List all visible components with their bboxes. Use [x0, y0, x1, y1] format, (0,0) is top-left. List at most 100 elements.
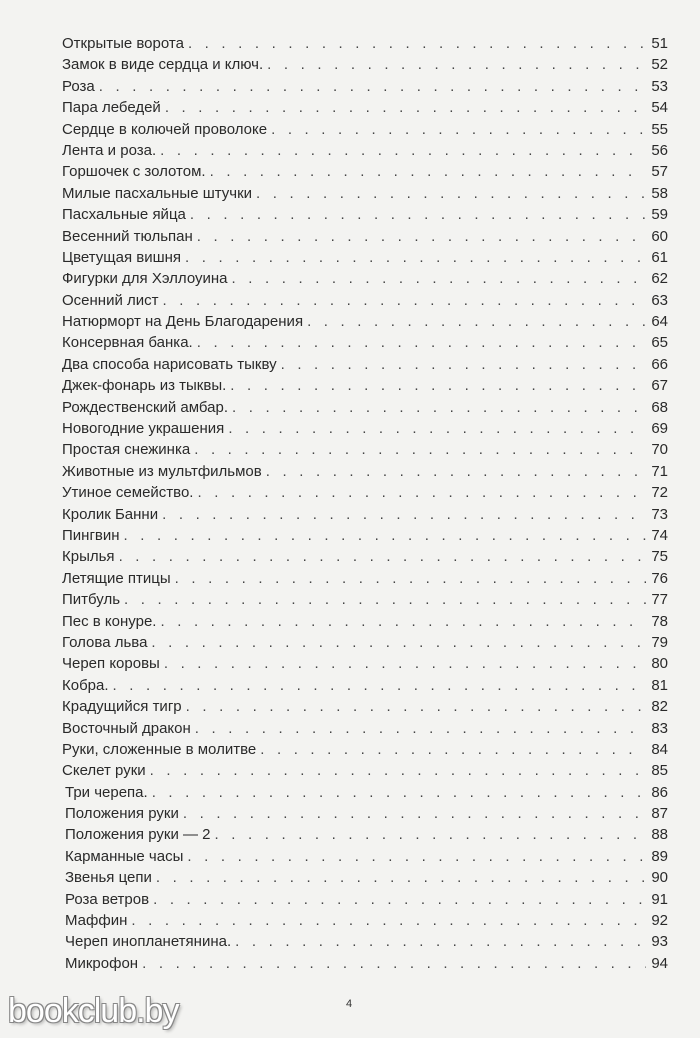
- entry-title: Осенний лист: [62, 291, 159, 309]
- entry-title: Весенний тюльпан: [62, 227, 193, 245]
- toc-entry: Простая снежинка 70: [62, 439, 668, 460]
- dot-leader: [175, 568, 646, 589]
- dot-leader: [197, 332, 646, 353]
- entry-page: 86: [651, 783, 668, 801]
- dot-leader: [187, 846, 646, 867]
- dot-leader: [160, 140, 646, 161]
- entry-title: Животные из мультфильмов: [62, 462, 262, 480]
- toc-entry: Утиное семейство. 72: [62, 482, 668, 503]
- toc-entry: Пасхальные яйца 59: [62, 204, 668, 225]
- entry-page: 63: [651, 291, 668, 309]
- entry-title: Крылья: [62, 548, 115, 566]
- toc-entry: Крадущийся тигр 82: [62, 696, 668, 717]
- toc-entry: Весенний тюльпан 60: [62, 226, 668, 247]
- entry-title: Звенья цепи: [65, 869, 152, 887]
- entry-title: Кролик Банни: [62, 505, 159, 523]
- entry-title: Рождественский амбар.: [62, 398, 229, 416]
- toc-entry: Милые пасхальные штучки 58: [62, 183, 668, 204]
- toc-entry: Новогодние украшения 69: [62, 418, 668, 439]
- dot-leader: [99, 76, 646, 97]
- dot-leader: [267, 54, 646, 75]
- entry-title: Руки, сложенные в молитве: [62, 740, 257, 758]
- toc-entry: Замок в виде сердца и ключ. 52: [62, 54, 668, 75]
- dot-leader: [271, 119, 646, 140]
- toc-entry: Пара лебедей 54: [62, 97, 668, 118]
- entry-title: Натюрморт на День Благодарения: [62, 313, 304, 331]
- toc-entry: Карманные часы 89: [62, 846, 668, 867]
- dot-leader: [113, 675, 646, 696]
- dot-leader: [142, 953, 646, 974]
- entry-title: Роза: [62, 77, 95, 95]
- entry-page: 55: [651, 120, 668, 138]
- toc-entry: Голова льва 79: [62, 632, 668, 653]
- entry-page: 70: [651, 441, 668, 459]
- toc-entry: Череп инопланетянина. 93: [62, 931, 668, 952]
- watermark-logo: bookclub.by: [8, 992, 179, 1030]
- dot-leader: [194, 439, 646, 460]
- entry-title: Карманные часы: [65, 847, 184, 865]
- entry-page: 68: [651, 398, 668, 416]
- toc-entry: Летящие птицы 76: [62, 568, 668, 589]
- entry-title: Пес в конуре.: [62, 612, 157, 630]
- dot-leader: [185, 247, 646, 268]
- entry-page: 82: [651, 698, 668, 716]
- entry-page: 65: [651, 334, 668, 352]
- entry-title: Лента и роза.: [62, 141, 157, 159]
- toc-entry: Три черепа. 86: [62, 782, 668, 803]
- entry-title: Маффин: [65, 912, 128, 930]
- entry-page: 73: [651, 505, 668, 523]
- entry-page: 71: [651, 462, 668, 480]
- entry-page: 81: [651, 676, 668, 694]
- dot-leader: [124, 525, 646, 546]
- entry-page: 67: [651, 377, 668, 395]
- dot-leader: [160, 611, 646, 632]
- entry-page: 69: [651, 420, 668, 438]
- dot-leader: [165, 97, 646, 118]
- dot-leader: [281, 354, 646, 375]
- dot-leader: [163, 290, 646, 311]
- dot-leader: [151, 632, 646, 653]
- dot-leader: [266, 461, 646, 482]
- entry-page: 59: [651, 206, 668, 224]
- entry-title: Джек-фонарь из тыквы.: [62, 377, 227, 395]
- entry-page: 52: [651, 56, 668, 74]
- toc-entry: Натюрморт на День Благодарения 64: [62, 311, 668, 332]
- entry-title: Консервная банка.: [62, 334, 193, 352]
- entry-title: Положения руки: [65, 805, 179, 823]
- dot-leader: [256, 183, 646, 204]
- entry-page: 56: [651, 141, 668, 159]
- entry-title: Горшочек с золотом.: [62, 163, 206, 181]
- dot-leader: [235, 931, 646, 952]
- dot-leader: [215, 824, 646, 845]
- toc-entry: Пингвин 74: [62, 525, 668, 546]
- entry-page: 60: [651, 227, 668, 245]
- entry-title: Простая снежинка: [62, 441, 191, 459]
- entry-title: Три черепа.: [65, 783, 148, 801]
- toc-entry: Открытые ворота 51: [62, 33, 668, 54]
- toc-entry: Лента и роза. 56: [62, 140, 668, 161]
- entry-page: 74: [651, 526, 668, 544]
- toc-entry: Кобра. 81: [62, 675, 668, 696]
- toc-entry: Роза ветров 91: [62, 889, 668, 910]
- toc-entry: Цветущая вишня 61: [62, 247, 668, 268]
- dot-leader: [188, 33, 646, 54]
- dot-leader: [260, 739, 646, 760]
- toc-entry: Кролик Банни 73: [62, 504, 668, 525]
- entry-title: Пасхальные яйца: [62, 206, 186, 224]
- entry-page: 94: [651, 954, 668, 972]
- entry-page: 85: [651, 762, 668, 780]
- entry-title: Крадущийся тигр: [62, 698, 182, 716]
- dot-leader: [197, 482, 646, 503]
- entry-title: Питбуль: [62, 591, 121, 609]
- dot-leader: [307, 311, 646, 332]
- entry-page: 92: [651, 912, 668, 930]
- entry-title: Череп коровы: [62, 655, 160, 673]
- toc-entry: Сердце в колючей проволоке 55: [62, 119, 668, 140]
- entry-title: Летящие птицы: [62, 569, 171, 587]
- dot-leader: [230, 375, 646, 396]
- entry-title: Два способа нарисовать тыкву: [62, 355, 277, 373]
- entry-page: 88: [651, 826, 668, 844]
- toc-entry: Маффин 92: [62, 910, 668, 931]
- dot-leader: [152, 782, 646, 803]
- entry-page: 89: [651, 847, 668, 865]
